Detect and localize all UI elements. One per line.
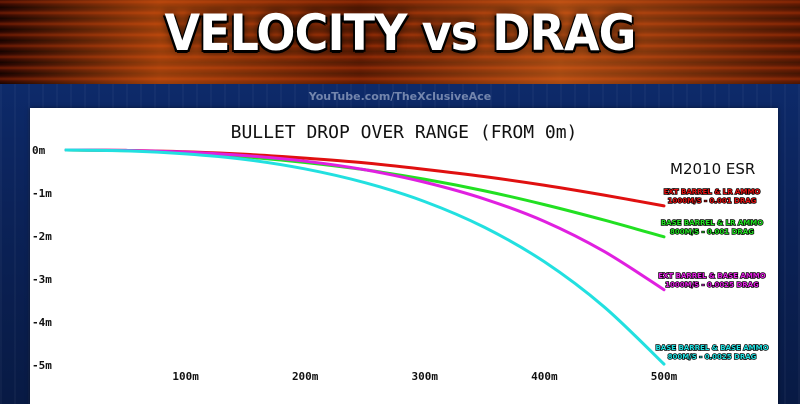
series-label: EXT BARREL & BASE AMMO <box>658 272 766 280</box>
series-label: BASE BARREL & LR AMMO <box>661 219 763 227</box>
x-tick-label: 100m <box>172 370 199 383</box>
series-line <box>64 148 666 292</box>
series-label: BASE BARREL & BASE AMMO <box>655 344 768 352</box>
series-label: EXT BARREL & LR AMMO <box>664 188 761 196</box>
x-tick-label: 400m <box>531 370 558 383</box>
header-banner: VELOCITY vs DRAG <box>0 0 800 84</box>
bullet-drop-chart: BULLET DROP OVER RANGE (FROM 0m) M2010 E… <box>32 122 769 383</box>
series-label: 800M/S - 0.001 DRAG <box>670 228 754 236</box>
chart-title: BULLET DROP OVER RANGE (FROM 0m) <box>231 122 578 143</box>
series-label: 800M/S - 0.0025 DRAG <box>668 353 757 361</box>
weapon-annotation: M2010 ESR <box>670 160 755 178</box>
channel-watermark: YouTube.com/TheXclusiveAce <box>308 90 492 103</box>
x-tick-label: 300m <box>412 370 439 383</box>
series-line <box>64 148 666 208</box>
series-label: 1000M/S - 0.0025 DRAG <box>665 281 759 289</box>
y-tick-label: 0m <box>32 144 46 157</box>
x-tick-label: 200m <box>292 370 319 383</box>
y-tick-label: -2m <box>32 230 52 243</box>
series-line <box>64 148 666 366</box>
y-tick-label: -4m <box>32 316 52 329</box>
y-tick-label: -1m <box>32 187 52 200</box>
x-tick-label: 500m <box>651 370 678 383</box>
series-label: 1000M/S - 0.001 DRAG <box>668 197 757 205</box>
y-tick-label: -5m <box>32 359 52 372</box>
y-tick-label: -3m <box>32 273 52 286</box>
video-title: VELOCITY vs DRAG <box>164 4 636 62</box>
chart-panel: BULLET DROP OVER RANGE (FROM 0m) M2010 E… <box>30 108 778 404</box>
